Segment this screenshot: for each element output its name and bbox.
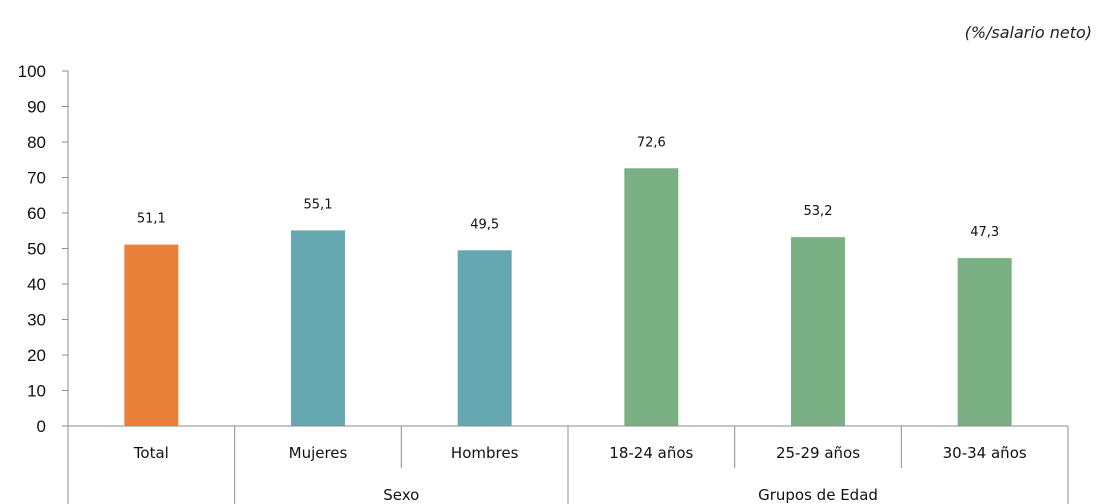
bars bbox=[124, 168, 1012, 426]
y-tick-label: 100 bbox=[18, 62, 46, 81]
bar bbox=[291, 230, 345, 426]
x-category-label: Hombres bbox=[451, 444, 519, 462]
x-axis: Total Mujeres Hombres 18-24 años 25-29 años 3… bbox=[67, 425, 1069, 504]
x-category-label: 30-34 años bbox=[943, 444, 1027, 462]
y-tick-label: 10 bbox=[27, 382, 46, 401]
x-category-label: 18-24 años bbox=[609, 444, 693, 462]
y-tick-label: 50 bbox=[27, 240, 46, 259]
unit-note: (%/salario neto) bbox=[965, 23, 1092, 42]
x-category-label: 25-29 años bbox=[776, 444, 860, 462]
data-label: 47,3 bbox=[970, 225, 999, 240]
bar bbox=[791, 237, 845, 426]
y-tick-label: 90 bbox=[27, 98, 46, 117]
y-tick-label: 60 bbox=[27, 204, 46, 223]
y-tick-label: 30 bbox=[27, 311, 46, 330]
bar bbox=[624, 168, 679, 426]
x-category-label: Mujeres bbox=[289, 444, 348, 462]
y-tick-label: 80 bbox=[27, 133, 46, 152]
x-group-label: Grupos de Edad bbox=[758, 486, 878, 504]
y-tick-label: 0 bbox=[37, 417, 46, 436]
bar bbox=[957, 258, 1012, 426]
y-tick-label: 40 bbox=[27, 275, 46, 294]
data-label: 72,6 bbox=[637, 135, 666, 150]
bar bbox=[457, 250, 512, 426]
data-label: 53,2 bbox=[804, 204, 833, 219]
bar bbox=[124, 244, 179, 426]
y-tick-label: 70 bbox=[27, 169, 46, 188]
x-group-label: Sexo bbox=[383, 486, 419, 504]
x-category-label: Total bbox=[133, 444, 169, 462]
data-labels: 51,1 55,1 49,5 72,6 53,2 47,3 bbox=[137, 135, 999, 240]
data-label: 55,1 bbox=[304, 197, 333, 212]
y-tick-label: 20 bbox=[27, 346, 46, 365]
data-label: 51,1 bbox=[137, 212, 166, 227]
y-axis: 0 10 20 30 40 50 60 70 80 90 100 bbox=[18, 62, 69, 436]
data-label: 49,5 bbox=[470, 217, 499, 232]
